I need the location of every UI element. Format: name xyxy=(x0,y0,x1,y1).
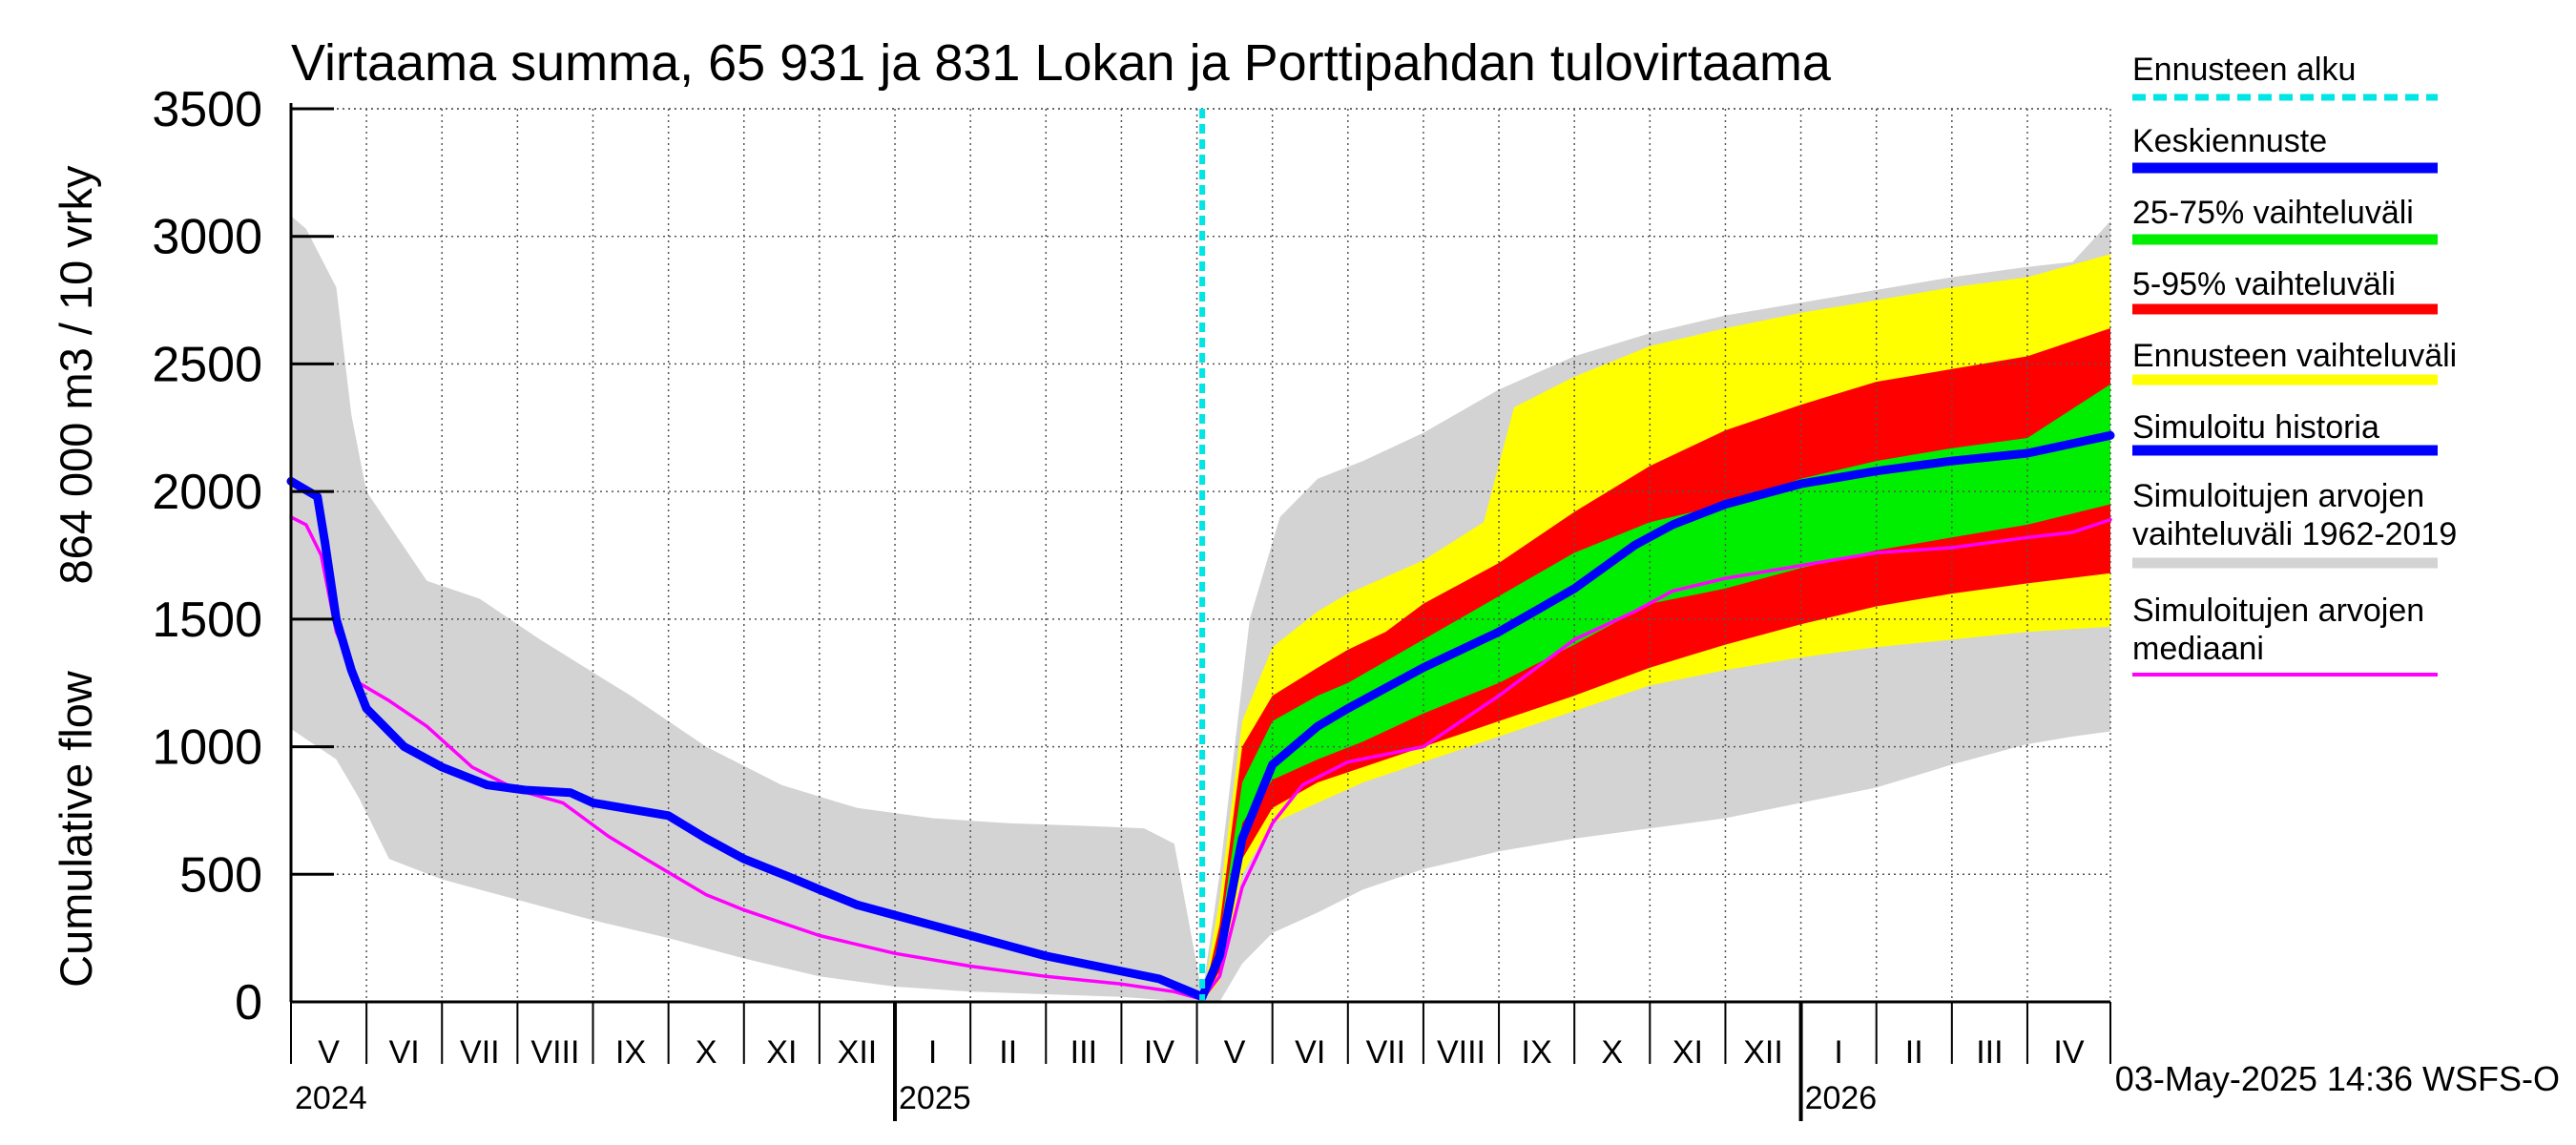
y-tick-label: 0 xyxy=(235,975,262,1030)
month-label: VI xyxy=(1295,1034,1325,1071)
month-label: VIII xyxy=(1437,1034,1485,1071)
y-tick-label: 2000 xyxy=(152,465,262,520)
month-label: III xyxy=(1070,1034,1097,1071)
year-label: 2024 xyxy=(295,1080,367,1116)
legend: Ennusteen alku Keskiennuste 25-75% vaihtel… xyxy=(2132,52,2457,677)
month-label: III xyxy=(1976,1034,2003,1071)
month-label: I xyxy=(1834,1034,1842,1071)
legend-label-sim_history: Simuloitu historia xyxy=(2132,409,2379,446)
month-label: IV xyxy=(1144,1034,1174,1071)
month-label: VII xyxy=(1366,1034,1406,1071)
sim-history-line xyxy=(286,476,1207,1002)
month-label: I xyxy=(928,1034,937,1071)
y-axis-label-bottom: Cumulative flow xyxy=(51,670,101,988)
y-tick-label: 3500 xyxy=(152,82,262,137)
data-lines xyxy=(286,109,2115,1002)
month-label: VII xyxy=(460,1034,500,1071)
axes xyxy=(289,103,2110,1004)
month-label: IV xyxy=(2053,1034,2084,1071)
y-tick-label: 1500 xyxy=(152,593,262,648)
legend-label-forecast_start: Ennusteen alku xyxy=(2132,52,2356,88)
month-label: X xyxy=(1601,1034,1623,1071)
month-label: V xyxy=(318,1034,340,1071)
month-label: II xyxy=(999,1034,1017,1071)
median-line xyxy=(289,515,2112,1002)
legend-label-p25_75: 25-75% vaihteluväli xyxy=(2132,195,2414,231)
month-label: VI xyxy=(389,1034,420,1071)
mean-forecast-line xyxy=(1197,430,2115,1002)
year-label: 2025 xyxy=(899,1080,971,1116)
month-label: IX xyxy=(1522,1034,1552,1071)
month-label: VIII xyxy=(530,1034,579,1071)
month-label: II xyxy=(1905,1034,1923,1071)
legend-label-p5_95: 5-95% vaihteluväli xyxy=(2132,266,2396,302)
month-label: XII xyxy=(1743,1034,1783,1071)
month-label: XII xyxy=(838,1034,878,1071)
y-axis-label-top: 864 000 m3 / 10 vrky xyxy=(51,165,101,584)
p25-75-band xyxy=(1202,384,2110,1002)
timestamp: 03-May-2025 14:36 WSFS-O xyxy=(2115,1059,2560,1098)
legend-label-mean: Keskiennuste xyxy=(2132,123,2327,159)
year-label: 2026 xyxy=(1805,1080,1878,1116)
y-tick-label: 2500 xyxy=(152,337,262,392)
legend-label-median: mediaani xyxy=(2132,631,2264,667)
grid-lines xyxy=(291,108,2111,1002)
legend-label-median: Simuloitujen arvojen xyxy=(2132,593,2424,629)
month-label: XI xyxy=(1672,1034,1703,1071)
month-label: X xyxy=(696,1034,717,1071)
chart-title: Virtaama summa, 65 931 ja 831 Lokan ja P… xyxy=(291,34,1832,92)
month-label: IX xyxy=(615,1034,646,1071)
legend-label-forecast_range: Ennusteen vaihteluväli xyxy=(2132,338,2457,374)
data-bands xyxy=(291,216,2110,1003)
month-label: V xyxy=(1224,1034,1246,1071)
legend-label-sim_range: Simuloitujen arvojen xyxy=(2132,478,2424,514)
y-tick-label: 3000 xyxy=(152,210,262,265)
y-tick-label: 1000 xyxy=(152,720,262,776)
y-tick-label: 500 xyxy=(179,847,262,903)
month-label: XI xyxy=(766,1034,797,1071)
legend-label-sim_range: vaihteluväli 1962-2019 xyxy=(2132,516,2457,552)
